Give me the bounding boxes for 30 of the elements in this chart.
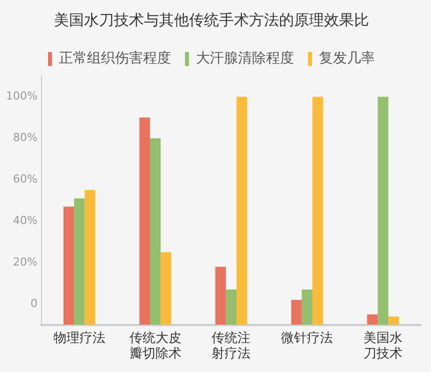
bar — [84, 190, 96, 325]
y-tick-label: 60% — [12, 172, 38, 186]
legend-label: 大汗腺清除程度 — [196, 50, 294, 67]
x-tick-label: 美国水刀技术 — [364, 330, 403, 362]
x-tick-label: 物理疗法 — [53, 330, 106, 346]
bar — [388, 316, 399, 325]
bar — [367, 314, 378, 325]
bar — [160, 252, 172, 325]
bar — [215, 266, 226, 325]
y-tick-label: 80% — [12, 131, 38, 144]
bar — [63, 206, 74, 325]
bar — [312, 96, 324, 325]
bar — [74, 198, 85, 325]
x-tick-label: 微针疗法 — [281, 330, 334, 346]
bar — [302, 290, 312, 325]
y-tick-label: 100% — [6, 90, 38, 103]
bar — [378, 96, 388, 325]
x-tick-label: 传统注射疗法 — [212, 330, 251, 362]
y-tick-label: 40% — [12, 214, 38, 227]
y-tick-label: 20% — [12, 255, 38, 268]
bar — [150, 138, 161, 325]
legend-label: 正常组织伤害程度 — [59, 50, 171, 67]
x-tick-label: 传统大皮瓣切除术 — [129, 330, 182, 362]
y-tick-label: 0 — [30, 296, 38, 310]
bar — [291, 300, 302, 325]
bar — [139, 117, 150, 325]
bar — [236, 96, 248, 325]
chart-title: 美国水刀技术与其他传统手术方法的原理效果比 — [54, 10, 369, 29]
legend-label: 复发几率 — [319, 50, 375, 67]
bar — [226, 290, 237, 325]
